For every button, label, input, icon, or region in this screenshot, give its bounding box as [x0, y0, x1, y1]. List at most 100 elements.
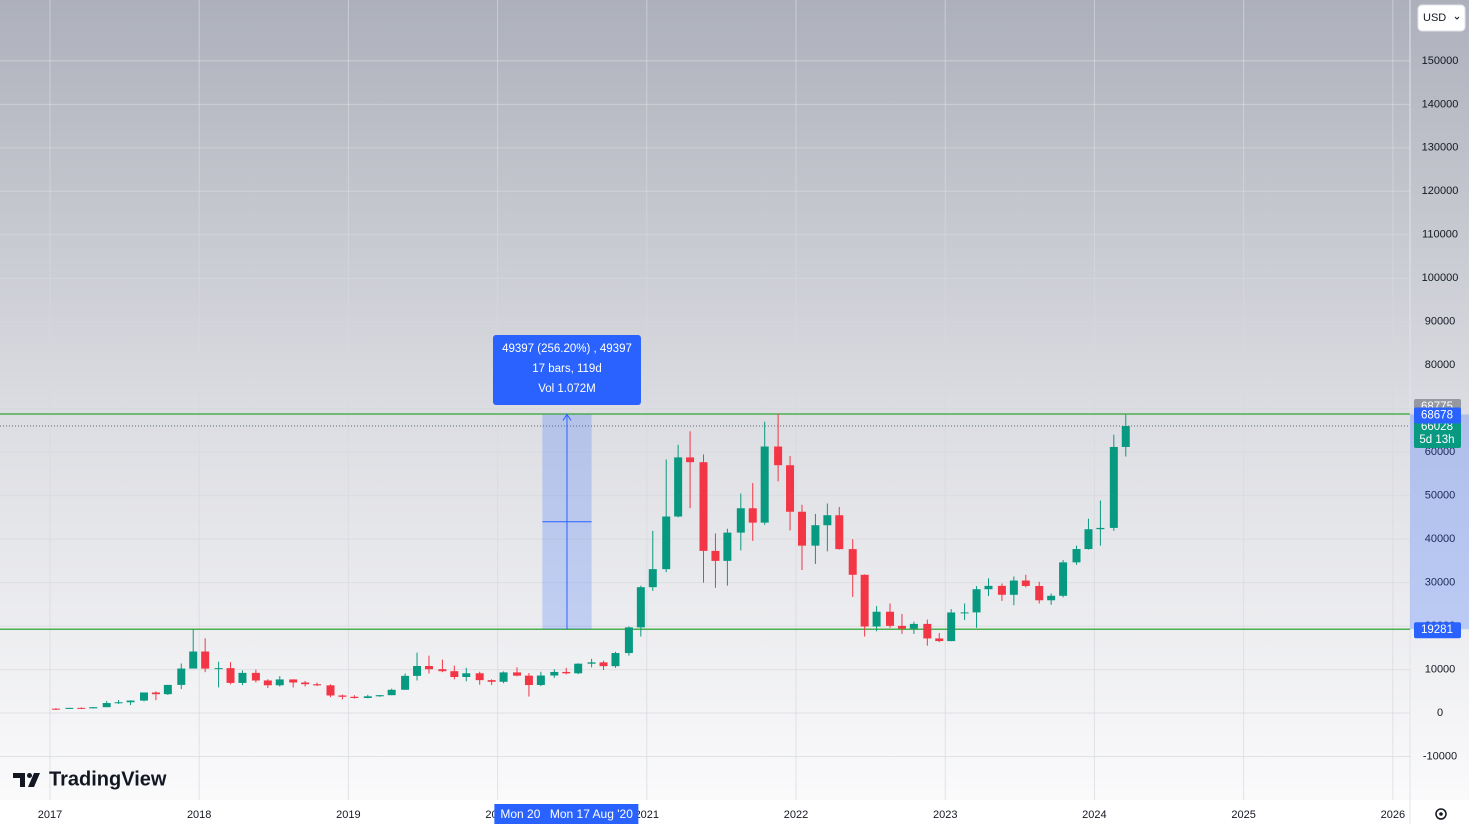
candle-body [923, 623, 932, 639]
candle [674, 444, 683, 518]
candle-body [774, 446, 783, 466]
last-price-label: 66028 [1421, 421, 1453, 433]
candle [935, 633, 944, 643]
candle-body [438, 669, 447, 672]
candle [51, 708, 60, 710]
currency[interactable]: USD [1423, 12, 1446, 24]
candle-body [313, 684, 322, 686]
gear[interactable] [1435, 808, 1447, 820]
candle-body [201, 651, 210, 669]
measure-low-label-box [1414, 622, 1461, 639]
candle-body [811, 525, 820, 546]
settings-icon[interactable] [1435, 808, 1447, 820]
candle [699, 454, 708, 583]
candle-body [51, 708, 60, 710]
candle-body [1084, 529, 1093, 550]
candle [897, 613, 906, 634]
candle [1096, 500, 1105, 546]
time-axis [0, 800, 1469, 824]
candle [462, 667, 471, 682]
candle [860, 574, 869, 637]
candle [662, 459, 671, 573]
candle [487, 679, 496, 685]
candle-body [574, 663, 583, 674]
measure-range-axis [1410, 414, 1469, 630]
candle [811, 513, 820, 564]
candle [313, 682, 322, 687]
candle [513, 667, 521, 677]
candle [748, 483, 757, 541]
candle-body [947, 612, 956, 642]
candle [636, 585, 645, 637]
candle-body [387, 689, 396, 696]
time-label-box [494, 804, 559, 824]
candle [163, 684, 172, 695]
candle [424, 655, 433, 674]
currency-button[interactable]: USD [1417, 4, 1466, 32]
candle-body [599, 662, 608, 667]
candle-body [214, 668, 223, 670]
candle [1109, 434, 1118, 531]
x-tick-label: 2019 [336, 809, 360, 821]
candle-body [65, 707, 74, 709]
candle [363, 694, 372, 699]
candle [338, 694, 347, 700]
y-tick-label: 120000 [1422, 185, 1459, 197]
candle [736, 493, 745, 551]
y-tick-label: 110000 [1422, 229, 1458, 241]
candle [848, 539, 857, 597]
tooltip-bars: 17 bars, 119d [532, 363, 601, 375]
candle-body [89, 707, 98, 709]
candle-body [475, 673, 484, 681]
candle [686, 431, 695, 509]
candle [550, 669, 559, 678]
candle [263, 679, 272, 689]
candle-body [624, 627, 633, 654]
candle-body [760, 446, 769, 523]
candle [611, 651, 620, 668]
candle [984, 578, 993, 597]
tooltip-label: 49397 (256.20%) , 49397 [502, 343, 632, 355]
candle [126, 700, 135, 706]
candle-body [275, 679, 284, 686]
candle-body [462, 673, 471, 677]
candle-body [499, 672, 508, 682]
candle [413, 652, 422, 681]
candle [886, 603, 895, 628]
candle-body [636, 587, 645, 628]
candle-body [189, 651, 198, 669]
candle-body [1021, 580, 1030, 586]
candle [923, 619, 932, 646]
candle-body [1009, 580, 1018, 595]
candle-body [711, 550, 720, 561]
candle [89, 707, 98, 709]
candle [1047, 593, 1056, 605]
candle [387, 688, 396, 696]
candle-body [860, 574, 869, 627]
candle [226, 662, 235, 685]
candle-body [1109, 446, 1118, 528]
candle [350, 695, 359, 699]
candle-body [960, 612, 969, 614]
brand: TradingView [49, 768, 167, 790]
candle [1021, 574, 1030, 588]
candle [65, 707, 74, 710]
candle-body [126, 700, 135, 703]
currency-box[interactable] [1417, 4, 1466, 32]
candle-body [77, 707, 86, 709]
candle-body [413, 666, 422, 676]
candle-body [562, 671, 571, 674]
candle-body [289, 679, 298, 683]
candle-body [350, 696, 359, 698]
tooltip-volume: Vol 1.072M [538, 383, 596, 395]
measure-high-label: 68678 [1421, 409, 1453, 421]
candle [289, 679, 298, 688]
x-tick-label: 2018 [187, 809, 211, 821]
candle-body [835, 515, 844, 550]
candle-body [897, 625, 906, 629]
candle [624, 626, 633, 656]
candle [711, 533, 720, 588]
candle [960, 603, 969, 620]
